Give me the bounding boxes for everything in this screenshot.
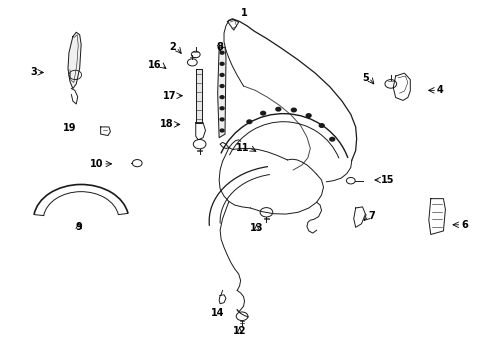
Circle shape — [260, 111, 265, 115]
Text: 13: 13 — [249, 224, 263, 233]
Text: 12: 12 — [232, 326, 246, 336]
Text: 4: 4 — [436, 85, 443, 95]
Text: 5: 5 — [361, 73, 368, 83]
Text: 3: 3 — [30, 67, 37, 77]
Text: 8: 8 — [216, 42, 223, 52]
Circle shape — [291, 108, 296, 112]
Text: 15: 15 — [380, 175, 394, 185]
Polygon shape — [195, 69, 201, 123]
Text: 16: 16 — [148, 60, 161, 70]
Circle shape — [220, 107, 224, 110]
Circle shape — [220, 51, 224, 54]
Text: 19: 19 — [62, 123, 76, 133]
Circle shape — [246, 120, 251, 123]
Text: 6: 6 — [461, 220, 468, 230]
Circle shape — [305, 114, 310, 117]
Text: 11: 11 — [235, 143, 249, 153]
Text: 7: 7 — [368, 211, 375, 221]
Circle shape — [329, 138, 334, 141]
Text: 2: 2 — [169, 42, 176, 52]
Circle shape — [220, 62, 224, 65]
Circle shape — [220, 118, 224, 121]
Text: 17: 17 — [163, 91, 176, 101]
Polygon shape — [217, 47, 225, 138]
Text: 18: 18 — [160, 120, 173, 129]
Circle shape — [319, 124, 324, 127]
Circle shape — [220, 129, 224, 132]
Polygon shape — [68, 32, 81, 89]
Circle shape — [220, 73, 224, 76]
Text: 9: 9 — [75, 222, 82, 232]
Circle shape — [275, 107, 280, 111]
Text: 1: 1 — [241, 8, 247, 18]
Circle shape — [220, 96, 224, 99]
Text: 14: 14 — [210, 309, 224, 318]
Circle shape — [220, 85, 224, 87]
Text: 10: 10 — [89, 159, 103, 169]
